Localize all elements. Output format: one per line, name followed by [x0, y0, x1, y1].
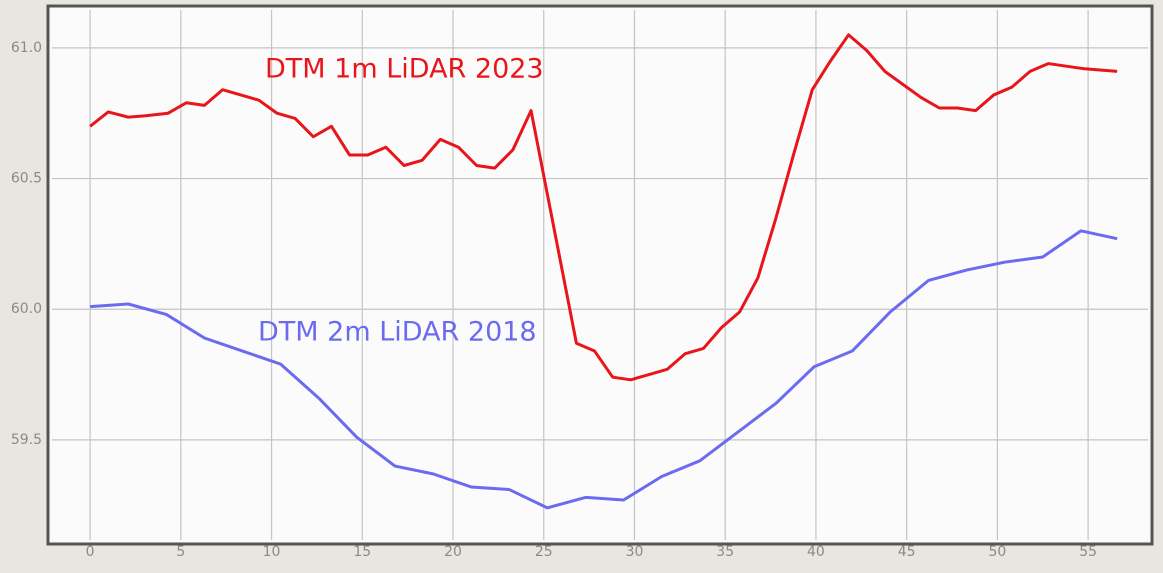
x-tick-label: 40 [807, 544, 825, 560]
x-tick-label: 0 [86, 544, 95, 560]
x-tick-label: 20 [444, 544, 462, 560]
data-line [90, 229, 1118, 510]
plot-frame [46, 4, 1154, 546]
y-tick-label: 60.0 [11, 301, 42, 317]
data-line [89, 33, 1118, 382]
x-tick-label: 30 [626, 544, 644, 560]
x-tick-label: 35 [716, 544, 734, 560]
x-tick-label: 25 [535, 544, 553, 560]
x-tick-label: 50 [988, 544, 1006, 560]
series-label: DTM 1m LiDAR 2023 [265, 54, 544, 85]
x-tick-label: 5 [176, 544, 185, 560]
x-tick-label: 15 [353, 544, 371, 560]
series-label: DTM 2m LiDAR 2018 [258, 317, 537, 348]
y-tick-label: 60.5 [11, 171, 42, 187]
x-tick-label: 55 [1079, 544, 1097, 560]
x-tick-label: 10 [263, 544, 281, 560]
y-tick-label: 61.0 [11, 40, 42, 56]
y-tick-label: 59.5 [11, 432, 42, 448]
x-tick-label: 45 [898, 544, 916, 560]
